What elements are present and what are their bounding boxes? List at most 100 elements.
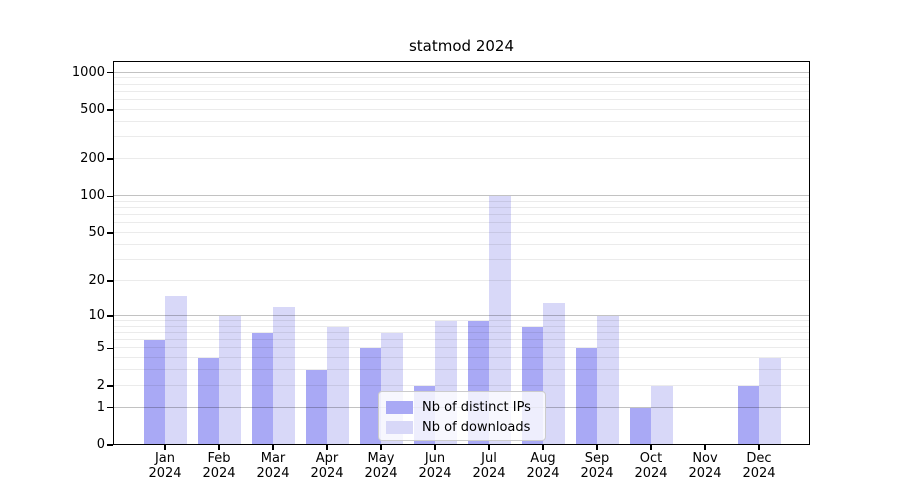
- y-tick-label-10: 10: [88, 307, 105, 323]
- x-tick-label-jan-2024: Jan 2024: [148, 451, 182, 481]
- bar-nb-of-distinct-ips-sep-2024: [575, 348, 597, 445]
- minor-gridline-700: [113, 90, 810, 92]
- y-tick-mark-1: [107, 406, 113, 409]
- y-tick-label-1000: 1000: [71, 64, 105, 80]
- x-tick-label-oct-2024: Oct 2024: [634, 451, 668, 481]
- minor-gridline-20: [113, 279, 810, 281]
- y-tick-mark-100: [107, 195, 113, 198]
- bar-nb-of-downloads-aug-2024: [543, 302, 565, 445]
- major-gridline-1000: [113, 71, 810, 73]
- x-tick-label-mar-2024: Mar 2024: [256, 451, 290, 481]
- x-tick-mark-aug-2024: [542, 445, 544, 450]
- y-tick-label-500: 500: [80, 101, 105, 117]
- x-tick-label-feb-2024: Feb 2024: [202, 451, 236, 481]
- bar-nb-of-downloads-oct-2024: [651, 385, 673, 445]
- minor-gridline-80: [113, 207, 810, 209]
- x-tick-mark-sep-2024: [596, 445, 598, 450]
- minor-gridline-900: [113, 77, 810, 79]
- major-gridline-100: [113, 195, 810, 197]
- minor-gridline-400: [113, 121, 810, 122]
- major-gridline-10: [113, 314, 810, 316]
- minor-gridline-800: [113, 83, 810, 85]
- y-tick-mark-1000: [107, 71, 113, 74]
- bar-nb-of-downloads-mar-2024: [273, 306, 295, 445]
- y-tick-mark-200: [107, 158, 113, 160]
- bar-nb-of-distinct-ips-mar-2024: [251, 332, 273, 445]
- x-tick-label-may-2024: May 2024: [364, 451, 398, 481]
- bar-nb-of-distinct-ips-apr-2024: [305, 370, 327, 445]
- y-tick-label-2: 2: [96, 377, 105, 393]
- minor-gridline-50: [113, 232, 810, 234]
- minor-gridline-5: [113, 347, 810, 349]
- minor-gridline-600: [113, 99, 810, 101]
- minor-gridline-60: [113, 222, 810, 224]
- y-tick-label-200: 200: [80, 151, 105, 167]
- y-tick-mark-500: [107, 109, 113, 111]
- minor-gridline-2: [113, 384, 810, 386]
- minor-gridline-6: [113, 339, 810, 341]
- bar-nb-of-downloads-apr-2024: [327, 326, 349, 445]
- bar-nb-of-distinct-ips-dec-2024: [737, 385, 759, 445]
- bar-nb-of-downloads-jul-2024: [489, 196, 511, 445]
- minor-gridline-200: [113, 158, 810, 160]
- x-tick-label-dec-2024: Dec 2024: [742, 451, 776, 481]
- x-tick-label-jul-2024: Jul 2024: [472, 451, 506, 481]
- minor-gridline-90: [113, 200, 810, 202]
- x-tick-mark-jul-2024: [488, 445, 490, 450]
- x-tick-label-nov-2024: Nov 2024: [688, 451, 722, 481]
- bar-nb-of-downloads-feb-2024: [219, 315, 241, 445]
- x-tick-mark-dec-2024: [758, 445, 760, 450]
- legend-swatch-distinct-ips: [386, 400, 413, 414]
- minor-gridline-300: [113, 136, 810, 138]
- minor-gridline-7: [113, 331, 810, 333]
- legend-swatch-downloads: [386, 420, 413, 434]
- y-tick-mark-5: [107, 347, 113, 350]
- bar-nb-of-downloads-sep-2024: [597, 315, 619, 445]
- legend-label-distinct-ips: Nb of distinct IPs: [422, 399, 531, 415]
- x-tick-mark-oct-2024: [650, 445, 652, 450]
- minor-gridline-500: [113, 109, 810, 110]
- x-tick-label-sep-2024: Sep 2024: [580, 451, 614, 481]
- bar-nb-of-distinct-ips-may-2024: [359, 348, 381, 445]
- legend: Nb of distinct IPs Nb of downloads: [378, 391, 546, 441]
- legend-item-distinct-ips: Nb of distinct IPs: [386, 397, 537, 417]
- legend-label-downloads: Nb of downloads: [422, 419, 531, 435]
- y-tick-label-1: 1: [96, 399, 105, 415]
- y-tick-label-20: 20: [88, 272, 105, 288]
- minor-gridline-9: [113, 319, 810, 321]
- x-tick-mark-apr-2024: [326, 445, 328, 450]
- bar-nb-of-distinct-ips-jan-2024: [143, 340, 165, 445]
- minor-gridline-40: [113, 243, 810, 245]
- y-tick-label-0: 0: [96, 437, 105, 452]
- chart-title: statmod 2024: [408, 37, 515, 55]
- y-tick-mark-0: [107, 444, 113, 446]
- y-tick-label-5: 5: [96, 340, 105, 356]
- bar-nb-of-downloads-jan-2024: [165, 295, 187, 445]
- minor-gridline-3: [113, 369, 810, 371]
- x-tick-label-aug-2024: Aug 2024: [526, 451, 560, 481]
- y-tick-mark-20: [107, 280, 113, 282]
- minor-gridline-8: [113, 325, 810, 327]
- x-tick-mark-jun-2024: [434, 445, 436, 450]
- y-tick-label-50: 50: [88, 225, 105, 241]
- bar-nb-of-downloads-dec-2024: [759, 358, 781, 445]
- bar-nb-of-distinct-ips-oct-2024: [629, 407, 651, 445]
- x-tick-mark-mar-2024: [272, 445, 274, 450]
- y-tick-mark-2: [107, 385, 113, 387]
- x-tick-label-jun-2024: Jun 2024: [418, 451, 452, 481]
- x-tick-mark-may-2024: [380, 445, 382, 450]
- y-tick-mark-10: [107, 315, 113, 317]
- x-tick-mark-nov-2024: [704, 445, 706, 450]
- legend-item-downloads: Nb of downloads: [386, 417, 537, 437]
- x-tick-mark-jan-2024: [164, 445, 166, 450]
- minor-gridline-70: [113, 214, 810, 216]
- minor-gridline-4: [113, 357, 810, 359]
- plot-area: Nb of distinct IPs Nb of downloads: [113, 61, 810, 445]
- x-tick-label-apr-2024: Apr 2024: [310, 451, 344, 481]
- x-tick-mark-feb-2024: [218, 445, 220, 450]
- y-tick-mark-50: [107, 232, 113, 234]
- minor-gridline-30: [113, 258, 810, 260]
- bar-nb-of-distinct-ips-feb-2024: [197, 358, 219, 445]
- y-tick-label-100: 100: [80, 188, 105, 204]
